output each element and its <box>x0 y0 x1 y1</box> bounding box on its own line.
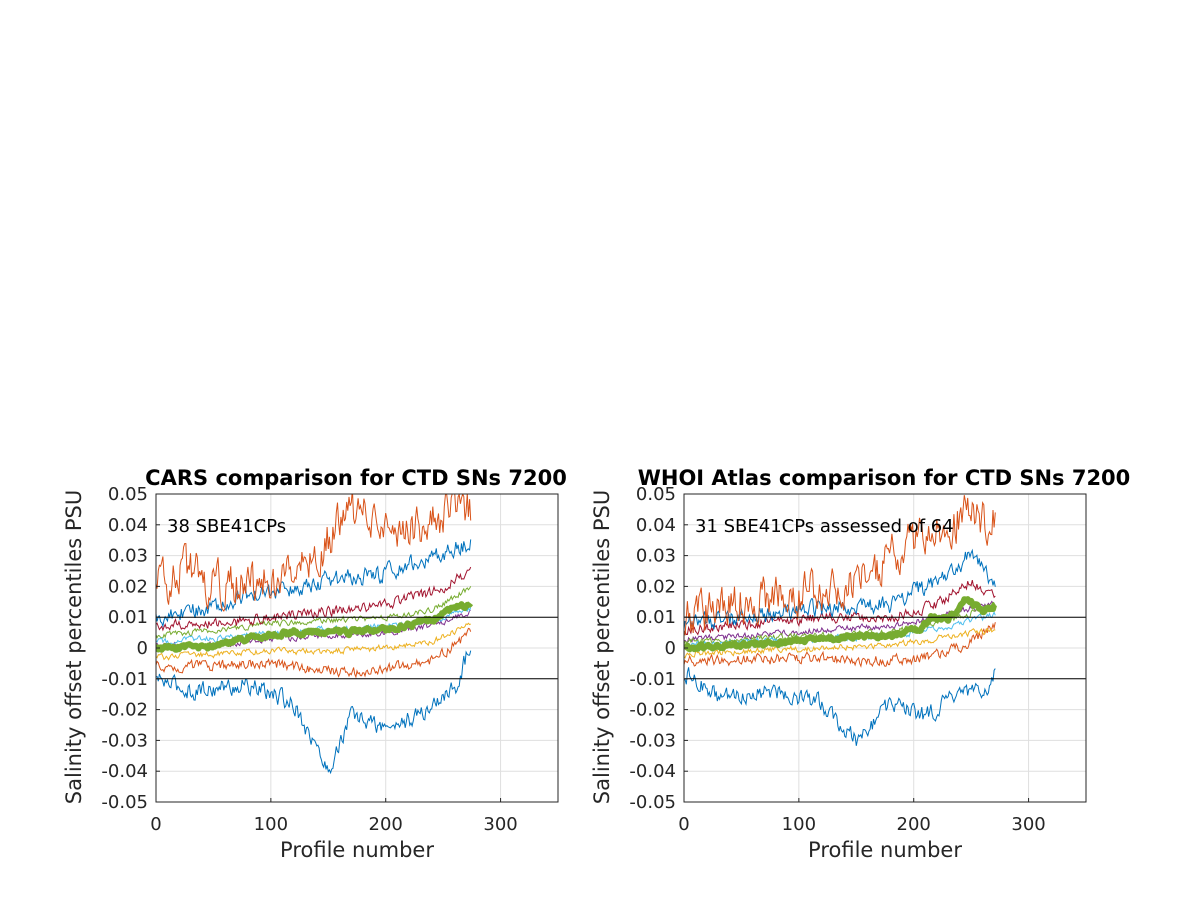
instrument-count-annotation: 38 SBE41CPs <box>167 516 286 537</box>
whoi-atlas-comparison-panel: 0 100 200 300 0.05 0.04 0.03 0.02 0.01 0 -0.01 -0.0… <box>590 466 1130 862</box>
cars-comparison-panel: 0 100 200 300 0.05 0.04 0.03 0.02 0.01 0 -0.01 -0.0… <box>62 466 567 862</box>
y-tick-label: 0.02 <box>108 576 148 597</box>
y-tick-label: -0.03 <box>101 730 148 751</box>
y-tick-label: -0.04 <box>101 761 148 782</box>
y-tick-label: 0.02 <box>636 576 676 597</box>
y-tick-label: -0.02 <box>101 700 148 721</box>
x-tick-label: 0 <box>150 814 161 835</box>
y-tick-label: -0.01 <box>629 669 676 690</box>
series-line-p97.5 <box>684 548 996 630</box>
y-tick-label: 0 <box>665 638 676 659</box>
chart-title: CARS comparison for CTD SNs 7200 <box>145 466 567 490</box>
x-axis-label: Profile number <box>280 838 434 862</box>
y-tick-label: -0.04 <box>629 761 676 782</box>
x-tick-label: 200 <box>897 814 931 835</box>
series-line-median <box>156 601 474 653</box>
y-tick-label: -0.03 <box>629 730 676 751</box>
x-tick-label: 300 <box>1011 814 1045 835</box>
x-tick-label: 300 <box>483 814 517 835</box>
y-tick-label: 0.05 <box>108 484 148 505</box>
series-line-p10 <box>684 622 996 668</box>
series-line-p95 <box>684 579 996 636</box>
chart-title: WHOI Atlas comparison for CTD SNs 7200 <box>638 466 1131 490</box>
x-tick-label: 200 <box>369 814 403 835</box>
series-line-p5 <box>684 667 996 746</box>
series-line-p75 <box>156 586 472 639</box>
y-tick-label: -0.05 <box>101 792 148 813</box>
y-tick-label: 0.01 <box>636 607 676 628</box>
y-tick-label: 0.04 <box>108 515 148 536</box>
series-line-p95 <box>156 566 472 632</box>
y-axis-label: Salinity offset percentiles PSU <box>62 490 86 804</box>
y-tick-label: 0.03 <box>636 546 676 567</box>
series-line-p10 <box>156 627 472 679</box>
series-line-p99 <box>156 494 472 612</box>
y-tick-label: 0.03 <box>108 546 148 567</box>
x-axis-label: Profile number <box>808 838 962 862</box>
series-line-p25 <box>156 622 471 661</box>
y-tick-label: 0.05 <box>636 484 676 505</box>
y-tick-label: -0.05 <box>629 792 676 813</box>
y-tick-label: 0 <box>137 638 148 659</box>
y-tick-label: 0.04 <box>636 515 676 536</box>
y-axis-label: Salinity offset percentiles PSU <box>590 490 614 804</box>
series-line-p99 <box>684 495 996 636</box>
y-tick-label: -0.01 <box>101 669 148 690</box>
series-line-p97.5 <box>156 539 472 628</box>
series-line-p25 <box>684 627 996 659</box>
x-tick-label: 0 <box>678 814 689 835</box>
y-tick-label: 0.01 <box>108 607 148 628</box>
y-tick-label: -0.02 <box>629 700 676 721</box>
series-line-p5 <box>156 650 472 775</box>
x-tick-label: 100 <box>782 814 816 835</box>
x-tick-label: 100 <box>254 814 288 835</box>
instrument-count-annotation: 31 SBE41CPs assessed of 64 <box>695 516 954 537</box>
